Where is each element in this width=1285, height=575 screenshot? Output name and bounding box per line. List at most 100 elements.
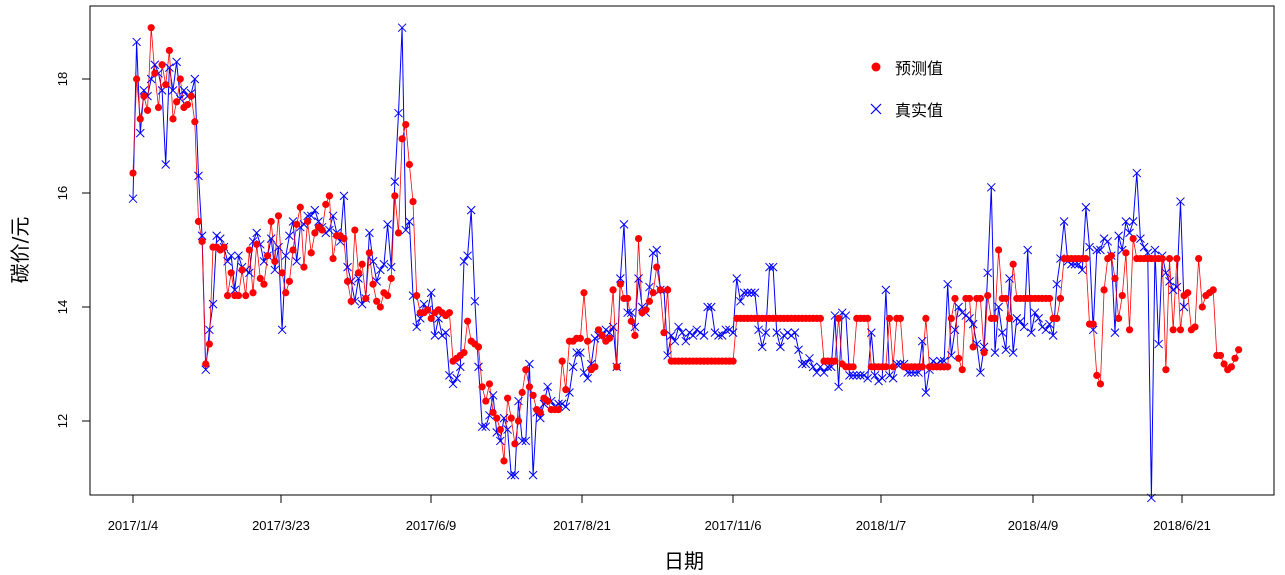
actual-point: [139, 86, 149, 95]
actual-point: [703, 302, 712, 312]
predicted-point: [1173, 254, 1181, 263]
predicted-point: [518, 388, 526, 397]
actual-point: [699, 331, 709, 340]
actual-point: [710, 328, 720, 338]
predicted-point: [325, 192, 333, 200]
actual-point: [888, 373, 898, 383]
actual-point: [201, 365, 211, 375]
predicted-point: [427, 314, 435, 322]
predicted-point: [398, 135, 406, 143]
x-tick-label: 2018/4/9: [1008, 518, 1059, 533]
x-axis-title: 日期: [664, 549, 704, 573]
predicted-point: [954, 354, 963, 362]
actual-point: [797, 359, 807, 369]
actual-point: [285, 231, 294, 241]
actual-point: [1023, 245, 1033, 255]
predicted-point: [995, 246, 1003, 254]
actual-point: [579, 368, 589, 377]
predicted-point: [642, 306, 650, 314]
predicted-point: [245, 246, 253, 254]
predicted-point: [460, 349, 468, 357]
actual-point: [1103, 237, 1113, 246]
predicted-point: [1100, 286, 1108, 294]
predicted-point: [300, 263, 308, 271]
actual-point: [946, 351, 956, 360]
actual-point: [859, 371, 869, 380]
actual-point: [499, 413, 509, 423]
predicted-point: [129, 169, 137, 177]
predicted-point: [253, 240, 261, 248]
actual-point: [535, 413, 545, 423]
predicted-point: [576, 334, 584, 342]
predicted-point: [154, 103, 163, 112]
y-axis: 12 14 16 18: [55, 72, 91, 428]
actual-point: [1037, 322, 1047, 332]
predicted-point: [1191, 323, 1199, 331]
legend: 预测值 真实值: [870, 59, 943, 120]
actual-point: [365, 228, 374, 238]
actual-point: [768, 262, 778, 272]
predicted-point: [631, 331, 639, 340]
predicted-point: [980, 349, 988, 357]
predicted-point: [340, 235, 348, 243]
predicted-point: [1045, 294, 1054, 303]
predicted-point: [831, 357, 839, 365]
actual-point: [445, 371, 454, 380]
actual-point: [1052, 279, 1062, 289]
actual-point: [688, 331, 698, 340]
predicted-point: [616, 280, 624, 288]
actual-point: [626, 308, 636, 318]
actual-point: [954, 302, 963, 312]
actual-point: [1114, 231, 1123, 241]
x-tick-label: 2018/1/7: [856, 518, 907, 533]
predicted-point: [1005, 314, 1014, 322]
actual-point: [503, 425, 512, 434]
actual-point: [776, 342, 785, 352]
actual-point: [706, 302, 716, 312]
predicted-point: [1122, 249, 1130, 257]
x-axis: 2017/1/4 2017/3/23 2017/6/9 2017/8/21 2017/1…: [108, 494, 1211, 533]
predicted-point: [489, 408, 497, 417]
actual-point: [848, 371, 858, 380]
actual-point: [819, 368, 829, 377]
actual-point: [459, 257, 469, 266]
predicted-point: [147, 24, 155, 32]
actual-point: [495, 436, 505, 446]
actual-point: [834, 382, 843, 392]
x-tick-label: 2017/1/4: [108, 518, 159, 533]
actual-point: [354, 274, 363, 283]
predicted-point: [500, 457, 508, 465]
actual-point: [197, 231, 207, 241]
actual-point: [652, 245, 662, 255]
predicted-point: [1198, 303, 1206, 311]
predicted-point: [1158, 254, 1166, 263]
actual-point: [1001, 345, 1011, 355]
predicted-point: [133, 75, 141, 83]
actual-point: [757, 342, 767, 352]
predicted-point: [944, 363, 952, 371]
x-tick-label: 2017/3/23: [252, 518, 310, 533]
actual-point: [739, 288, 749, 298]
actual-point: [1121, 217, 1131, 226]
actual-point: [474, 362, 483, 372]
actual-point: [772, 328, 782, 338]
actual-point: [412, 322, 422, 332]
predicted-point: [402, 121, 410, 129]
actual-point: [608, 322, 618, 332]
predicted-point: [151, 69, 159, 77]
predicted-point: [1195, 254, 1203, 263]
actual-point: [692, 325, 702, 335]
y-axis-title: 碳价/元: [8, 217, 32, 284]
predicted-point: [205, 340, 213, 348]
actual-point: [997, 328, 1007, 338]
predicted-point: [958, 366, 966, 374]
predicted-point: [1009, 260, 1017, 268]
actual-point: [750, 288, 760, 298]
predicted-point: [522, 366, 530, 374]
predicted-point: [369, 280, 377, 288]
actual-point: [135, 128, 145, 138]
predicted-point: [507, 414, 515, 422]
actual-point: [1085, 242, 1094, 252]
predicted-point: [464, 317, 472, 325]
